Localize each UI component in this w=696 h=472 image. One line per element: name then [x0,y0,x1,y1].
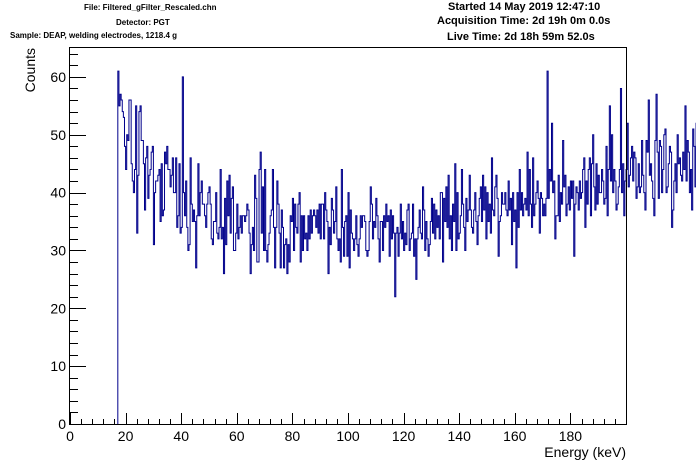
x-tick-label: 120 [392,428,416,444]
started-label: Started 14 May 2019 12:47:10 [448,1,601,13]
y-tick-label: 0 [58,416,66,432]
acquisition-time-label: Acquisition Time: 2d 19h 0m 0.0s [437,15,611,27]
x-tick-label: 140 [448,428,472,444]
y-tick-label: 40 [50,185,66,201]
x-axis-title: Energy (keV) [544,444,626,460]
x-tick-label: 80 [285,428,301,444]
y-tick-label: 50 [50,127,66,143]
x-tick-label: 0 [66,428,74,444]
x-tick-label: 180 [559,428,583,444]
plot-frame [69,47,627,425]
x-tick-label: 100 [336,428,360,444]
live-time-label: Live Time: 2d 18h 59m 52.0s [447,31,595,43]
x-tick-label: 160 [503,428,527,444]
x-tick-label: 20 [118,428,134,444]
y-tick-label: 20 [50,300,66,316]
y-tick-label: 10 [50,358,66,374]
file-label: File: Filtered_gFilter_Rescaled.chn [84,3,217,12]
sample-label: Sample: DEAP, welding electrodes, 1218.4… [10,31,178,40]
spectrum-line [117,70,696,424]
x-tick-label: 40 [173,428,189,444]
y-tick-label: 60 [50,69,66,85]
y-tick-label: 30 [50,242,66,258]
detector-label: Detector: PGT [116,18,170,27]
x-tick-label: 60 [229,428,245,444]
y-axis-title: Counts [22,48,38,92]
